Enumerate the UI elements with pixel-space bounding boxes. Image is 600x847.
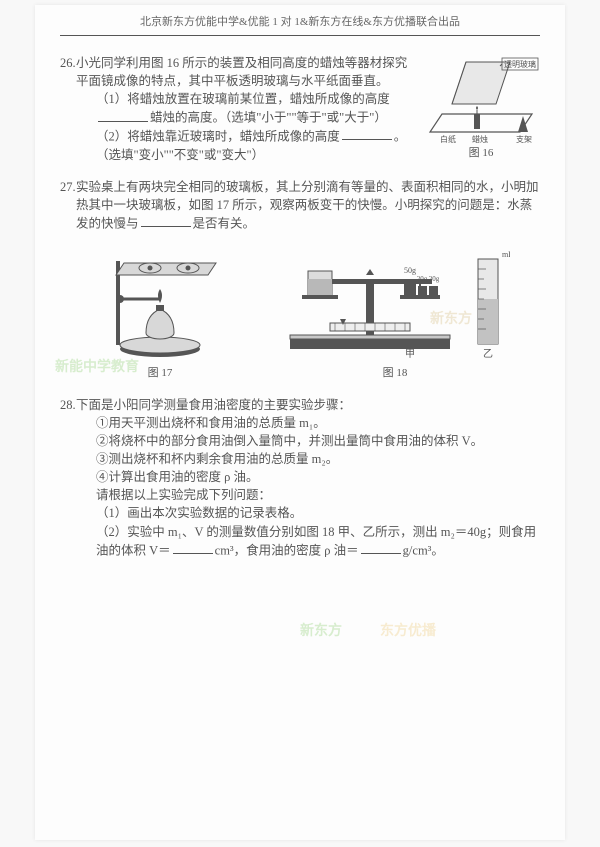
figure-row-17-18: 图 17 [60, 239, 540, 382]
fig18-caption: 图 18 [280, 366, 510, 382]
fig16-label-paper: 白纸 [440, 134, 456, 144]
q28-step4: ④计算出食用油的密度 ρ 油。 [76, 468, 540, 486]
figure-17: 图 17 [90, 239, 230, 382]
q28-step2: ②将烧杯中的部分食用油倒入量筒中，并测出量筒中食用油的体积 V。 [76, 432, 540, 450]
blank [342, 127, 392, 141]
question-26: 26. 透明玻璃 [60, 54, 540, 164]
fig16-label-glass: 透明玻璃 [504, 59, 536, 69]
q28-part2: （2）实验中 m₁、V 的测量数值分别如图 18 甲、乙所示，测出 m₂＝40g… [76, 523, 540, 560]
blank [361, 541, 401, 555]
q26-number: 26. [60, 54, 76, 72]
svg-text:mL: mL [502, 250, 510, 259]
q28-intro: 下面是小阳同学测量食用油密度的主要实验步骤： [76, 398, 351, 412]
svg-text:20g: 20g [417, 275, 428, 283]
q26-text: 小光同学利用图 16 所示的装置及相同高度的蜡烛等器材探究平面镜成像的特点，其中… [76, 56, 407, 88]
blank [141, 214, 191, 228]
svg-text:50g: 50g [404, 266, 416, 275]
q27-number: 27. [60, 178, 76, 196]
fig17-caption: 图 17 [90, 366, 230, 382]
svg-text:甲: 甲 [405, 349, 415, 359]
question-28: 28. 下面是小阳同学测量食用油密度的主要实验步骤： ①用天平测出烧杯和食用油的… [60, 396, 540, 560]
fig16-label-candle: 蜡烛 [472, 134, 488, 144]
svg-text:20g: 20g [429, 275, 440, 283]
q28-step3: ③测出烧杯和杯内剩余食用油的总质量 m₂。 [76, 450, 540, 468]
page: 北京新东方优能中学&优能 1 对 1&新东方在线&东方优播联合出品 26. 透明… [35, 5, 565, 840]
question-27: 27. 实验桌上有两块完全相同的玻璃板，其上分别滴有等量的、表面积相同的水，小明… [60, 178, 540, 382]
figure-16: 透明玻璃 白纸 蜡烛 支架 图 16 [422, 54, 540, 162]
blank [98, 108, 148, 122]
page-header: 北京新东方优能中学&优能 1 对 1&新东方在线&东方优播联合出品 [60, 15, 540, 36]
q28-part1: （1）画出本次实验数据的记录表格。 [76, 504, 540, 522]
blank [173, 541, 213, 555]
q28-number: 28. [60, 396, 76, 414]
q28-step1: ①用天平测出烧杯和食用油的总质量 m₁。 [76, 414, 540, 432]
q27-text-b: 是否有关。 [193, 216, 256, 230]
figure-18: 50g 20g 20g 甲 mL 乙 [280, 239, 510, 382]
svg-text:乙: 乙 [483, 348, 493, 359]
fig16-caption: 图 16 [422, 146, 540, 162]
q28-tail: 请根据以上实验完成下列问题： [76, 486, 540, 504]
fig16-label-stand: 支架 [516, 134, 532, 144]
